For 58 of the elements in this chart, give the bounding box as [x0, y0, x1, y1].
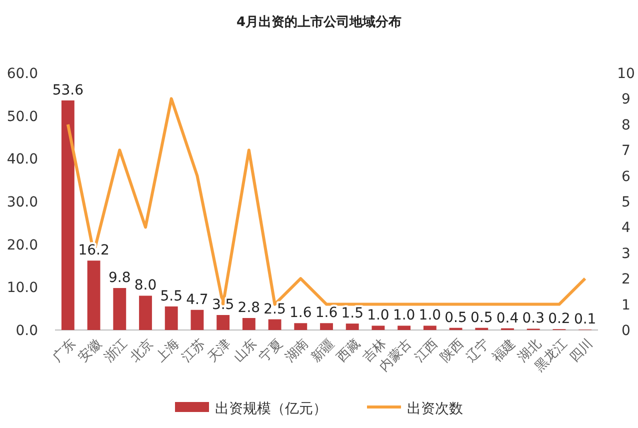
y2-tick-label: 9 — [622, 92, 630, 108]
bar — [398, 326, 411, 330]
data-label: 0.4 — [496, 310, 519, 326]
y2-tick-label: 8 — [622, 117, 630, 134]
y-tick-label: 50.0 — [6, 108, 38, 125]
bar — [320, 323, 333, 330]
y-tick-label: 60.0 — [6, 66, 38, 82]
y-tick-label: 10.0 — [6, 280, 38, 296]
bar — [164, 306, 178, 330]
bar — [87, 260, 100, 330]
data-label: 3.5 — [212, 297, 234, 314]
data-label: 4.7 — [186, 292, 208, 308]
y2-tick-label: 4 — [622, 220, 631, 236]
data-label: 1.0 — [392, 308, 416, 324]
data-label: 0.3 — [522, 310, 544, 327]
data-label: 1.0 — [367, 308, 390, 324]
data-label: 0.5 — [444, 310, 467, 326]
bar — [294, 323, 308, 330]
y-tick-label: 30.0 — [6, 194, 38, 210]
y2-tick-label: 1 — [622, 297, 630, 314]
y2-tick-label: 10 — [617, 66, 635, 82]
legend-label: 出资规模（亿元） — [215, 401, 327, 417]
x-tick-label: 西藏 — [334, 336, 364, 366]
bar — [113, 288, 126, 330]
data-label: 0.2 — [548, 311, 570, 328]
data-label: 5.5 — [160, 288, 182, 304]
y-tick-label: 20.0 — [6, 237, 38, 254]
bar — [423, 326, 436, 330]
y2-tick-label: 6 — [622, 168, 631, 185]
y-tick-label: 0.0 — [16, 323, 38, 339]
data-label: 9.8 — [108, 270, 131, 286]
bar — [346, 324, 359, 330]
bar — [139, 296, 152, 330]
bar — [372, 326, 385, 330]
data-label: 0.1 — [574, 312, 596, 328]
data-label: 2.8 — [238, 300, 260, 316]
data-label: 1.6 — [290, 305, 312, 322]
y2-tick-label: 3 — [622, 246, 630, 262]
data-label: 53.6 — [52, 82, 84, 98]
data-label: 1.0 — [418, 308, 442, 324]
y-tick-label: 40.0 — [6, 152, 38, 168]
chart-title: 4月出资的上市公司地域分布 — [236, 14, 402, 30]
bar — [61, 100, 74, 330]
y2-tick-label: 0 — [622, 323, 630, 339]
data-label: 8.0 — [134, 278, 157, 294]
data-label: 0.5 — [470, 310, 493, 326]
data-label: 2.5 — [264, 301, 286, 318]
y2-tick-label: 5 — [622, 194, 630, 210]
legend-label: 出资次数 — [407, 401, 463, 417]
y2-tick-label: 2 — [622, 272, 630, 288]
bar — [190, 310, 204, 330]
bar — [242, 318, 256, 330]
y2-tick-label: 7 — [622, 143, 630, 160]
data-label: 1.5 — [341, 306, 364, 322]
bar — [268, 319, 282, 330]
data-label: 1.6 — [315, 305, 338, 322]
bar — [216, 315, 230, 330]
x-tick-label: 四川 — [567, 336, 596, 366]
